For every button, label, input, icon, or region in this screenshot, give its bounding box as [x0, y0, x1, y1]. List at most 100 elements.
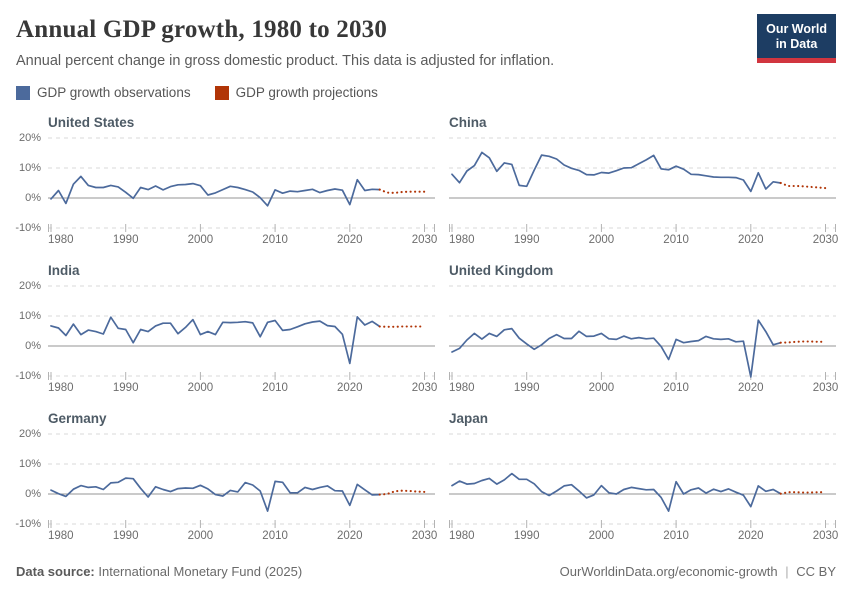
facet-germany: Germany 20% 10% 0% -10% 1980 1990 2000 2010 2020 2…	[15, 411, 437, 546]
observations-line	[50, 477, 381, 512]
x-tick-label: 1980	[48, 530, 74, 542]
page-subtitle: Annual percent change in gross domestic …	[16, 53, 555, 69]
x-tick-label: 1990	[514, 234, 540, 246]
facet-plot: 1980 1990 2000 2010 2020 2030	[449, 285, 838, 394]
x-axis-ticks	[48, 224, 435, 232]
y-axis-labels: 20% 10% 0% -10%	[15, 280, 48, 382]
x-tick-label: 2000	[589, 530, 615, 542]
footer-separator: |	[785, 564, 789, 579]
x-tick-label: 2000	[188, 530, 214, 542]
y-tick-label: 20%	[18, 132, 41, 144]
x-axis-labels: 1980 1990 2000 2010 2020 2030	[449, 234, 838, 246]
header-text: Annual GDP growth, 1980 to 2030 Annual p…	[16, 14, 554, 69]
observations-line	[50, 175, 381, 207]
x-tick-label: 1990	[514, 382, 540, 394]
y-axis-labels: 20% 10% 0% -10%	[15, 428, 48, 530]
facet-india: India 20% 10% 0% -10% 1980 1990 2000 2010 2020 203…	[15, 263, 437, 398]
facet-title: United States	[48, 115, 135, 130]
x-tick-label: 1990	[113, 530, 139, 542]
legend-item-observations: GDP growth observations	[16, 85, 191, 100]
y-tick-label: -10%	[15, 222, 41, 234]
y-tick-label: 0%	[25, 488, 41, 500]
legend-projections-label: GDP growth projections	[235, 85, 378, 100]
x-tick-label: 1980	[48, 382, 74, 394]
x-tick-label: 2010	[663, 234, 689, 246]
facet-plot: 1980 1990 2000 2010 2020 2030	[449, 137, 838, 246]
projections-line	[378, 188, 426, 194]
y-tick-label: 0%	[25, 340, 41, 352]
projections-line	[779, 340, 827, 344]
x-tick-label: 2000	[589, 234, 615, 246]
legend-observations-label: GDP growth observations	[37, 85, 191, 100]
projections-swatch-icon	[214, 85, 229, 100]
x-tick-label: 2010	[262, 530, 288, 542]
x-tick-label: 1980	[449, 234, 475, 246]
x-tick-label: 2010	[262, 382, 288, 394]
x-tick-label: 2010	[663, 382, 689, 394]
facet-china: China 1980 1990 2000 2010 2020 2030	[449, 115, 838, 250]
x-tick-label: 2020	[337, 234, 363, 246]
x-tick-label: 2020	[738, 382, 764, 394]
facet-title: Germany	[48, 411, 107, 426]
header: Annual GDP growth, 1980 to 2030 Annual p…	[16, 14, 836, 69]
y-tick-label: 10%	[18, 458, 41, 470]
gridlines	[449, 285, 836, 377]
x-axis-ticks	[449, 520, 836, 528]
gridlines	[449, 433, 836, 525]
facet-title: India	[48, 263, 80, 278]
facet-grid: United States 20% 10% 0% -10% 1980 1990 2000 201…	[15, 115, 838, 546]
facet-plot: 1980 1990 2000 2010 2020 2030	[48, 285, 437, 394]
observations-line	[451, 319, 782, 378]
x-tick-label: 1980	[449, 382, 475, 394]
observations-swatch-icon	[16, 85, 30, 100]
gridlines	[48, 137, 435, 229]
observations-line	[451, 472, 782, 512]
facet-body: 1980 1990 2000 2010 2020 2030	[449, 285, 838, 398]
facet-united-states: United States 20% 10% 0% -10% 1980 1990 2000 201…	[15, 115, 437, 250]
observations-line	[50, 316, 381, 365]
owid-url-link[interactable]: OurWorldinData.org/economic-growth	[559, 564, 778, 579]
x-tick-label: 2030	[813, 234, 839, 246]
gridlines	[48, 285, 435, 377]
owid-logo: Our World in Data	[757, 14, 836, 63]
y-tick-label: 20%	[18, 280, 41, 292]
x-tick-label: 1980	[449, 530, 475, 542]
x-axis-labels: 1980 1990 2000 2010 2020 2030	[449, 382, 838, 394]
legend: GDP growth observations GDP growth proje…	[16, 85, 836, 100]
x-tick-label: 2030	[813, 382, 839, 394]
x-tick-label: 1990	[113, 382, 139, 394]
x-tick-label: 2010	[262, 234, 288, 246]
x-tick-label: 1980	[48, 234, 74, 246]
x-tick-label: 1990	[514, 530, 540, 542]
facet-title: United Kingdom	[449, 263, 554, 278]
x-tick-label: 2020	[337, 530, 363, 542]
y-tick-label: -10%	[15, 518, 41, 530]
owid-logo-line1: Our World	[766, 22, 827, 36]
facet-plot: 1980 1990 2000 2010 2020 2030	[48, 137, 437, 246]
projections-line	[779, 181, 827, 190]
page-title: Annual GDP growth, 1980 to 2030	[16, 16, 388, 43]
y-tick-label: -10%	[15, 370, 41, 382]
x-axis-labels: 1980 1990 2000 2010 2020 2030	[48, 382, 437, 394]
y-tick-label: 10%	[18, 162, 41, 174]
projections-line	[779, 491, 827, 495]
x-tick-label: 2020	[738, 234, 764, 246]
x-axis-ticks	[48, 372, 435, 380]
facet-united-kingdom: United Kingdom 1980 1990 2000 2010 2020 2030	[449, 263, 838, 398]
legend-item-projections: GDP growth projections	[214, 85, 378, 100]
data-source-label: Data source:	[16, 564, 95, 579]
x-axis-ticks	[48, 520, 435, 528]
x-tick-label: 2030	[412, 234, 438, 246]
x-tick-label: 2010	[663, 530, 689, 542]
data-source: Data source: International Monetary Fund…	[16, 564, 302, 579]
facet-body: 20% 10% 0% -10% 1980 1990 2000 2010 2020 2030	[15, 428, 437, 546]
x-tick-label: 2030	[412, 382, 438, 394]
x-axis-ticks	[449, 224, 836, 232]
y-tick-label: 20%	[18, 428, 41, 440]
projections-line	[378, 489, 426, 496]
x-axis-labels: 1980 1990 2000 2010 2020 2030	[48, 530, 437, 542]
x-axis-labels: 1980 1990 2000 2010 2020 2030	[48, 234, 437, 246]
y-axis-labels: 20% 10% 0% -10%	[15, 132, 48, 234]
observations-line	[451, 151, 782, 193]
